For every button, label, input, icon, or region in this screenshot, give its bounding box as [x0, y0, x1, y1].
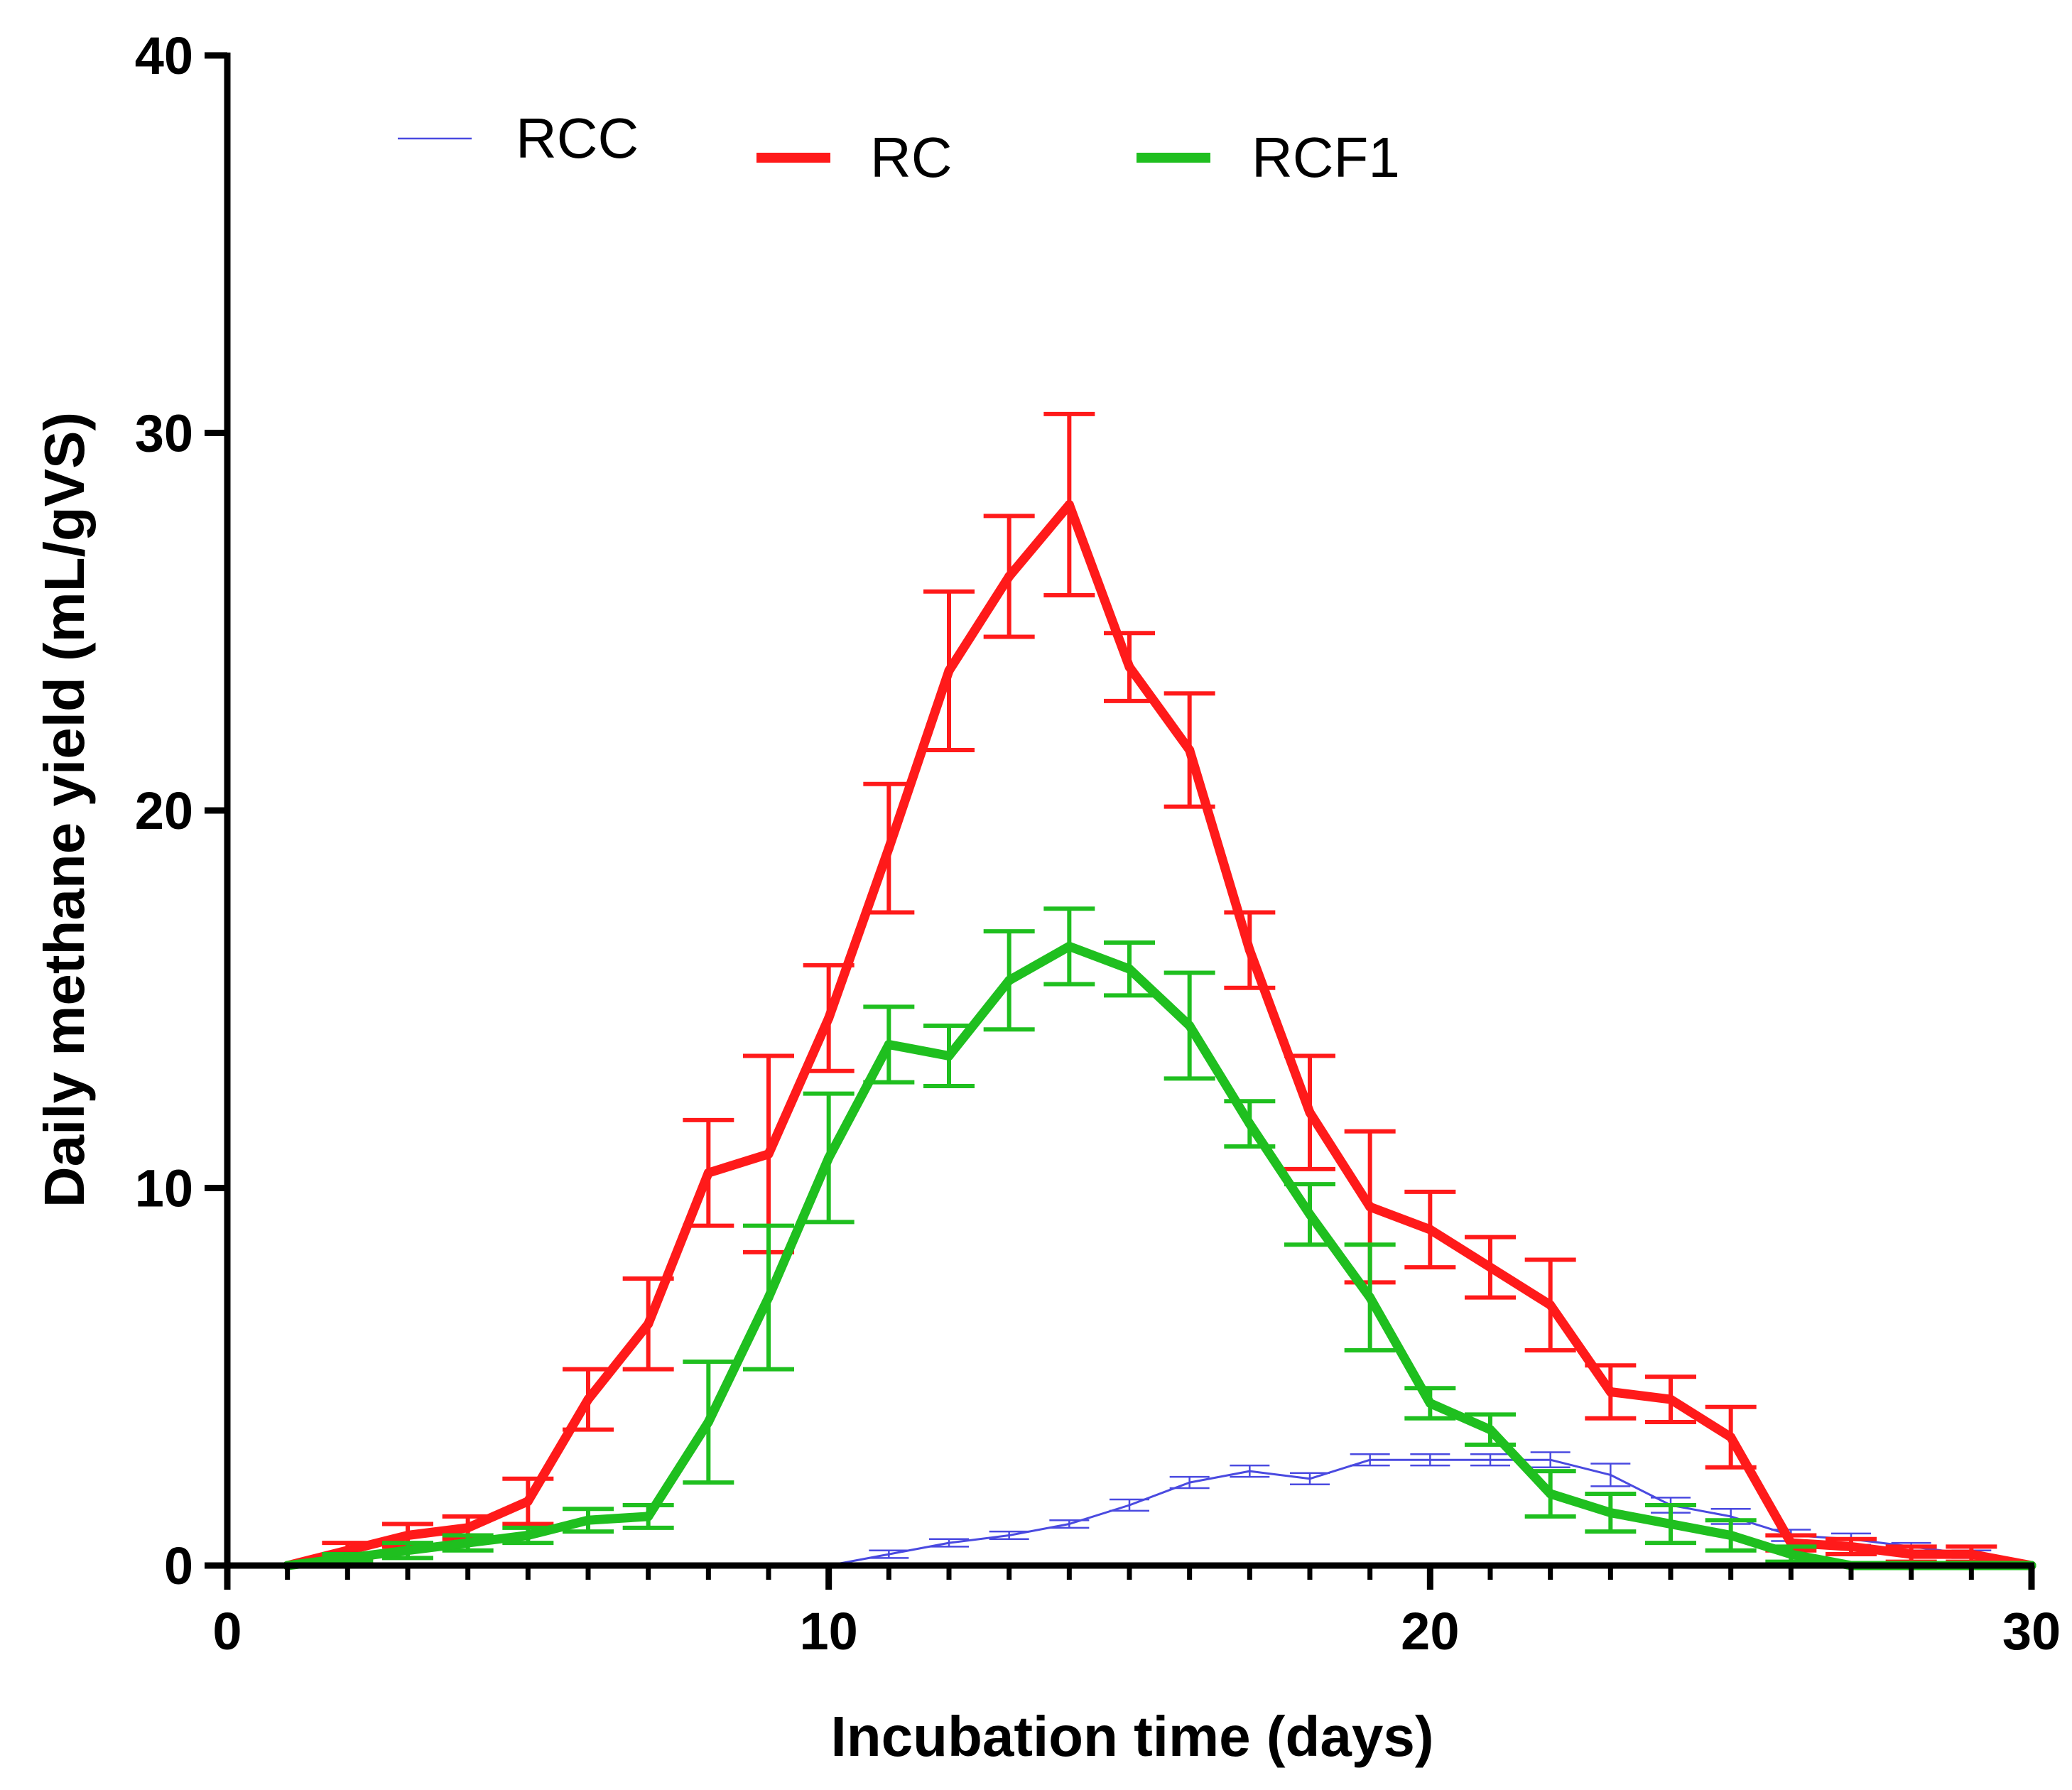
y-tick-label: 10 [135, 1159, 193, 1218]
data-point-rcf1 [523, 1530, 533, 1540]
y-axis-title: Daily methane yield (mL/gVS) [33, 412, 96, 1208]
data-point-rcf1 [463, 1538, 473, 1548]
legend-label-rcf1: RCF1 [1252, 126, 1400, 189]
data-point-rc [1064, 499, 1074, 509]
y-tick-label: 40 [135, 26, 193, 85]
data-point-rc [1726, 1432, 1736, 1442]
data-point-rcc [887, 1553, 890, 1556]
data-point-rcc [1128, 1504, 1131, 1507]
data-point-rc [1305, 1107, 1315, 1117]
data-point-rcf1 [1425, 1398, 1435, 1408]
data-point-rc [1185, 745, 1195, 755]
data-point-rcf1 [1064, 941, 1074, 951]
data-point-rcc [1248, 1470, 1251, 1472]
data-point-rc [1485, 1262, 1495, 1272]
legend-item-rc: RC [756, 126, 953, 189]
data-point-rcf1 [1666, 1519, 1676, 1529]
data-point-rcc [1188, 1481, 1191, 1484]
data-point-rcf1 [583, 1515, 593, 1525]
series-line-rcf1 [283, 941, 2036, 1571]
data-point-rc [824, 1013, 834, 1023]
data-point-rcf1 [1786, 1549, 1796, 1559]
data-point-rcf1 [1244, 1119, 1254, 1129]
data-point-rcf1 [1365, 1293, 1375, 1303]
data-point-rcf1 [944, 1051, 954, 1061]
data-point-rcc [1308, 1477, 1311, 1480]
data-point-rc [944, 666, 954, 676]
x-tick-label: 0 [212, 1602, 242, 1661]
legend-label-rc: RC [870, 126, 953, 189]
axes-layer: 0 10 20 30 40 0 10 20 30 [135, 26, 2061, 1661]
x-tick-label: 10 [800, 1602, 858, 1661]
data-point-rcc [1369, 1458, 1372, 1461]
data-point-rc [703, 1168, 713, 1178]
x-tick-label: 20 [1401, 1602, 1459, 1661]
data-point-rc [1906, 1549, 1916, 1559]
data-point-rcf1 [342, 1553, 352, 1563]
data-point-rc [403, 1530, 413, 1540]
x-axis-title: Incubation time (days) [831, 1705, 1434, 1768]
y-tick-label: 20 [135, 781, 193, 840]
data-point-rc [1244, 945, 1254, 955]
data-point-rc [1124, 662, 1134, 672]
y-tick-label: 0 [164, 1536, 193, 1595]
data-point-rcf1 [1485, 1425, 1495, 1435]
data-point-rc [1846, 1541, 1856, 1551]
data-point-rcf1 [764, 1293, 774, 1303]
series-layer [283, 411, 2036, 1571]
data-point-rc [523, 1497, 533, 1507]
data-point-rcf1 [1004, 975, 1014, 985]
legend-item-rcc: RCC [398, 107, 639, 170]
data-point-rcf1 [703, 1417, 713, 1427]
data-point-rcf1 [1185, 1021, 1195, 1031]
data-point-rcf1 [1605, 1508, 1615, 1518]
data-point-rc [1004, 571, 1014, 581]
data-point-rc [1425, 1225, 1435, 1235]
series-line-rc [283, 500, 2036, 1571]
data-point-rc [1966, 1549, 1976, 1559]
data-point-rcc [1008, 1534, 1011, 1536]
data-point-rcc [1549, 1458, 1552, 1461]
data-point-rcc [1068, 1523, 1070, 1526]
data-point-rcf1 [824, 1153, 834, 1163]
data-point-rcf1 [1546, 1489, 1556, 1499]
data-point-rcc [948, 1541, 950, 1544]
legend-label-rcc: RCC [516, 107, 639, 170]
data-point-rcc [1730, 1515, 1732, 1518]
data-point-rc [1546, 1300, 1556, 1310]
data-point-rcf1 [403, 1546, 413, 1556]
data-point-rcc [1489, 1458, 1492, 1461]
data-point-rcf1 [644, 1512, 653, 1522]
series-rc [283, 411, 2036, 1571]
data-point-rc [1365, 1202, 1375, 1212]
data-point-rc [764, 1149, 774, 1159]
data-point-rcf1 [884, 1040, 894, 1050]
y-tick-label: 30 [135, 404, 193, 463]
data-point-rcf1 [1124, 964, 1134, 974]
x-tick-label: 30 [2002, 1602, 2061, 1661]
data-point-rcc [1428, 1458, 1431, 1461]
data-point-rcf1 [1726, 1530, 1736, 1540]
data-point-rc [644, 1319, 653, 1329]
legend-item-rcf1: RCF1 [1137, 126, 1400, 189]
data-point-rc [1666, 1394, 1676, 1404]
legend: RCC RC RCF1 [398, 107, 1400, 189]
data-point-rc [884, 843, 894, 853]
data-point-rc [583, 1394, 593, 1404]
data-point-rcf1 [1305, 1210, 1315, 1220]
series-rcf1 [283, 906, 2036, 1571]
data-point-rc [463, 1523, 473, 1533]
data-point-rc [1605, 1387, 1615, 1397]
data-point-rcc [1609, 1473, 1612, 1476]
